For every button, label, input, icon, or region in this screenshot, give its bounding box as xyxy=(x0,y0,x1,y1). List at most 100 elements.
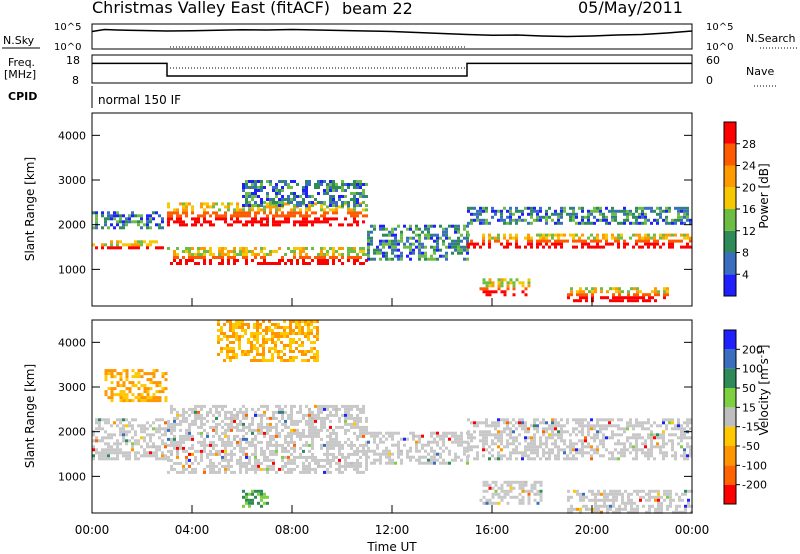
heatmap-cell xyxy=(388,455,391,459)
heatmap-cell xyxy=(260,256,263,259)
heatmap-cell xyxy=(479,209,482,213)
heatmap-cell xyxy=(617,433,620,437)
heatmap-cell xyxy=(296,204,299,207)
heatmap-cell xyxy=(242,495,245,499)
heatmap-cell xyxy=(621,492,624,496)
heatmap-cell xyxy=(332,183,335,186)
heatmap-cell xyxy=(293,449,296,453)
heatmap-cell xyxy=(494,424,497,428)
heatmap-cell xyxy=(197,449,200,453)
heatmap-cell xyxy=(119,375,123,379)
heatmap-cell xyxy=(149,433,152,437)
heatmap-cell xyxy=(326,434,329,438)
heatmap-cell xyxy=(238,326,241,329)
heatmap-cell xyxy=(611,430,614,434)
heatmap-cell xyxy=(101,436,104,440)
heatmap-cell xyxy=(356,183,359,186)
heatmap-cell xyxy=(263,205,266,209)
x-tick-label: 00:00 xyxy=(75,523,110,537)
heatmap-cell xyxy=(629,236,632,240)
heatmap-cell xyxy=(191,434,194,438)
heatmap-cell xyxy=(509,427,512,431)
heatmap-cell xyxy=(650,442,653,446)
heatmap-cell xyxy=(585,296,588,300)
heatmap-cell xyxy=(122,384,126,388)
heatmap-cell xyxy=(512,284,516,288)
heatmap-cell xyxy=(320,256,323,259)
heatmap-cell xyxy=(539,242,542,246)
heatmap-cell xyxy=(575,239,578,243)
heatmap-cell xyxy=(248,204,251,207)
heatmap-cell xyxy=(284,422,287,426)
heatmap-cell xyxy=(590,448,593,452)
heatmap-cell xyxy=(101,243,104,247)
heatmap-cell xyxy=(194,458,197,462)
heatmap-cell xyxy=(644,239,647,243)
heatmap-cell xyxy=(353,250,356,253)
heatmap-cell xyxy=(329,195,332,198)
heatmap-cell xyxy=(113,214,116,218)
heatmap-cell xyxy=(367,431,370,435)
heatmap-cell xyxy=(143,399,147,403)
heatmap-cell xyxy=(143,372,147,376)
heatmap-cell xyxy=(259,332,262,335)
heatmap-cell xyxy=(506,287,510,291)
heatmap-cell xyxy=(491,501,495,505)
heatmap-cell xyxy=(200,247,203,250)
heatmap-cell xyxy=(633,296,636,300)
heatmap-cell xyxy=(530,451,533,455)
heatmap-cell xyxy=(347,452,350,456)
heatmap-cell xyxy=(254,495,257,499)
heatmap-cell xyxy=(104,243,107,247)
heatmap-cell xyxy=(230,419,233,423)
heatmap-cell xyxy=(278,407,281,411)
heatmap-cell xyxy=(356,437,359,441)
heatmap-cell xyxy=(636,510,639,514)
heatmap-cell xyxy=(400,230,403,234)
heatmap-cell xyxy=(161,442,164,446)
heatmap-cell xyxy=(176,220,179,224)
heatmap-cell xyxy=(617,233,620,237)
heatmap-cell xyxy=(242,489,245,493)
heatmap-cell xyxy=(457,230,460,234)
heatmap-cell xyxy=(491,480,495,484)
heatmap-cell xyxy=(236,217,239,221)
heatmap-cell xyxy=(266,202,269,206)
heatmap-cell xyxy=(173,250,176,253)
heatmap-cell xyxy=(125,393,129,397)
heatmap-cell xyxy=(158,214,161,218)
heatmap-cell xyxy=(307,320,310,323)
heatmap-cell xyxy=(642,299,645,303)
heatmap-cell xyxy=(551,433,554,437)
heatmap-cell xyxy=(338,440,341,444)
heatmap-cell xyxy=(527,454,530,458)
heatmap-cell xyxy=(248,211,251,215)
heatmap-cell xyxy=(200,434,203,438)
heatmap-cell xyxy=(284,464,287,468)
heatmap-cell xyxy=(623,454,626,458)
heatmap-cell xyxy=(581,454,584,458)
heatmap-cell xyxy=(290,428,293,432)
heatmap-cell xyxy=(329,443,332,447)
heatmap-cell xyxy=(287,467,290,471)
heatmap-cell xyxy=(365,443,368,447)
heatmap-cell xyxy=(269,449,272,453)
heatmap-cell xyxy=(257,425,260,429)
heatmap-cell xyxy=(680,436,683,440)
heatmap-cell xyxy=(220,326,223,329)
heatmap-cell xyxy=(302,223,305,227)
heatmap-cell xyxy=(515,445,518,449)
heatmap-cell xyxy=(284,434,287,438)
heatmap-cell xyxy=(536,218,539,222)
heatmap-cell xyxy=(650,236,653,240)
heatmap-cell xyxy=(238,323,241,326)
heatmap-cell xyxy=(161,246,164,250)
heatmap-cell xyxy=(485,221,488,225)
colorbar-swatch xyxy=(724,274,736,296)
heatmap-cell xyxy=(608,209,611,213)
heatmap-cell xyxy=(654,498,657,502)
heatmap-cell xyxy=(427,224,430,228)
heatmap-cell xyxy=(573,489,576,493)
heatmap-cell xyxy=(683,421,686,425)
heatmap-cell xyxy=(353,192,356,195)
